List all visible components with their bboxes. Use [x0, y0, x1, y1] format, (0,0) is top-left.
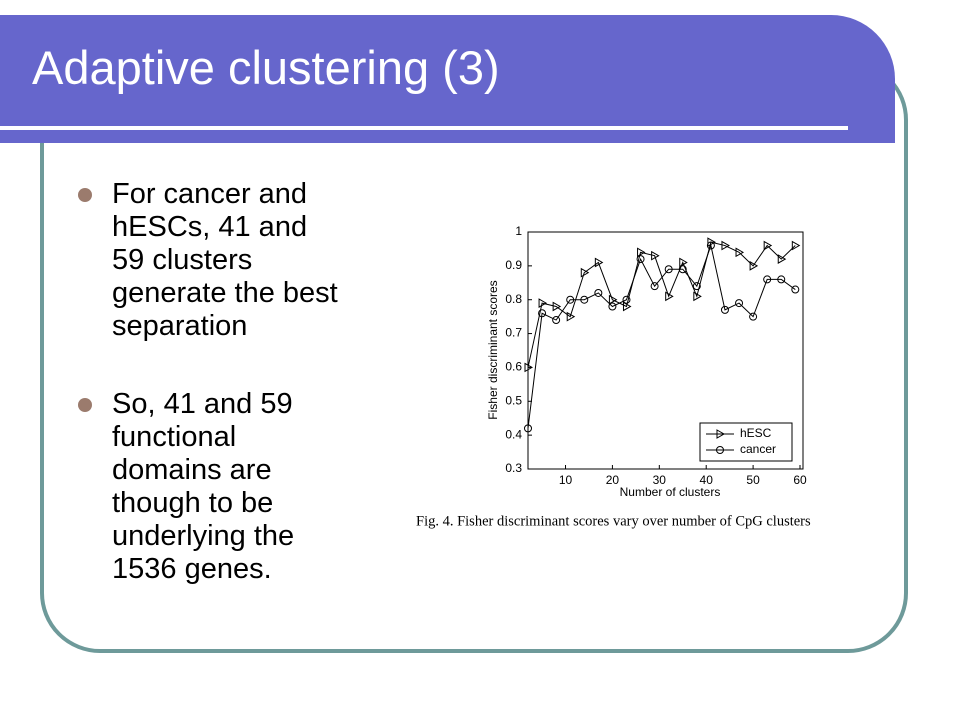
y-tick-label: 0.3	[505, 461, 522, 475]
bullet-line: generate the best	[112, 277, 338, 309]
x-tick-label: 30	[653, 473, 667, 487]
y-tick-label: 0.9	[505, 258, 522, 272]
point	[735, 299, 744, 308]
point	[538, 309, 547, 318]
bullet-dot	[78, 188, 92, 202]
bullet-line: though to be	[112, 487, 274, 519]
point	[777, 275, 786, 284]
point	[566, 311, 576, 322]
point	[665, 291, 674, 302]
x-axis-label: Number of clusters	[620, 485, 721, 499]
point	[608, 302, 617, 311]
x-tick-label: 20	[606, 473, 620, 487]
point	[650, 282, 659, 291]
title-bar	[0, 15, 895, 143]
point	[692, 282, 701, 291]
point	[636, 255, 645, 264]
point	[791, 285, 800, 294]
legend-label: cancer	[740, 442, 776, 456]
point	[664, 265, 673, 274]
bullet-line: underlying the	[112, 520, 295, 552]
point	[622, 301, 632, 312]
y-tick-label: 0.6	[505, 360, 522, 374]
bullet-line: separation	[112, 310, 248, 342]
point	[777, 254, 787, 264]
point	[678, 265, 687, 274]
bullet: So, 41 and 59 functional domains are though…	[112, 388, 294, 586]
x-tick-label: 60	[793, 473, 807, 487]
point	[566, 295, 575, 304]
x-tick-label: 50	[746, 473, 760, 487]
bullet-line: For cancer and	[112, 178, 308, 210]
point	[524, 362, 534, 373]
bullet-line: hESCs, 41 and	[112, 211, 308, 243]
point	[580, 267, 590, 278]
point	[608, 294, 618, 305]
bullet-line: 1536 genes.	[112, 553, 272, 585]
point	[524, 424, 532, 433]
y-tick-label: 0.4	[505, 427, 522, 441]
y-tick-label: 0.7	[505, 326, 522, 340]
point	[679, 257, 688, 268]
point	[637, 247, 646, 258]
bullet-line: functional	[112, 421, 237, 453]
point	[594, 288, 603, 297]
point	[749, 312, 758, 321]
point	[763, 240, 773, 251]
point	[693, 291, 702, 302]
y-tick-label: 1	[515, 224, 522, 238]
y-axis-label: Fisher discriminant scores	[486, 280, 500, 419]
point	[721, 240, 730, 251]
point	[707, 237, 716, 248]
x-tick-label: 10	[559, 473, 573, 487]
title-underline	[0, 126, 848, 130]
bullet-line: So, 41 and 59	[112, 388, 293, 420]
point	[763, 275, 772, 284]
point	[580, 295, 589, 304]
point	[594, 257, 604, 268]
series-line	[527, 241, 796, 368]
y-tick-label: 0.5	[505, 393, 522, 407]
point	[791, 240, 801, 251]
figure-caption: Fig. 4. Fisher discriminant scores vary …	[416, 513, 811, 529]
legend-box	[699, 422, 793, 462]
point	[735, 247, 745, 258]
point	[622, 295, 631, 304]
point	[706, 241, 715, 250]
legend-label: hESC	[740, 426, 772, 440]
point	[552, 301, 562, 312]
bullet-line: domains are	[112, 454, 272, 486]
bullet: For cancer and hESCs, 41 and 59 clusters ge…	[112, 178, 338, 343]
slide-title: Adaptive clustering (3)	[32, 41, 500, 94]
y-tick-label: 0.8	[505, 292, 522, 306]
point	[538, 298, 548, 308]
point	[651, 250, 660, 261]
point	[720, 305, 729, 314]
bullet-line: 59 clusters	[112, 244, 253, 276]
point	[552, 316, 561, 325]
legend-marker	[716, 446, 724, 454]
legend-marker	[716, 429, 726, 439]
x-tick-label: 40	[700, 473, 714, 487]
point	[749, 260, 759, 271]
bullet-dot	[78, 398, 92, 412]
